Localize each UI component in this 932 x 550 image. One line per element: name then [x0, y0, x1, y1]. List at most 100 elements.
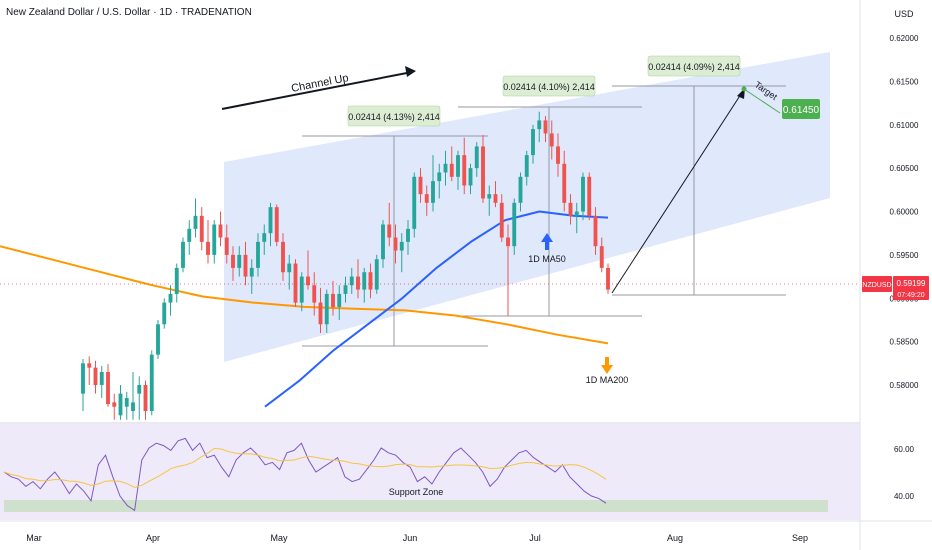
candle-body[interactable] — [93, 367, 98, 385]
candle-body[interactable] — [543, 120, 548, 134]
candle-body[interactable] — [437, 172, 442, 182]
candle-body[interactable] — [256, 241, 260, 268]
measure-box-1[interactable] — [347, 105, 441, 127]
candle-body[interactable] — [193, 215, 198, 229]
candle-body[interactable] — [331, 293, 335, 307]
candle-body[interactable] — [312, 285, 317, 303]
candle-body[interactable] — [199, 215, 204, 242]
support-zone-band — [4, 500, 828, 512]
candle-body[interactable] — [81, 363, 85, 394]
price-ticks: 0.62000 0.61500 0.61000 0.60500 0.60000 0.595… — [890, 34, 919, 390]
candle-body[interactable] — [124, 398, 129, 407]
candle-body[interactable] — [268, 207, 273, 234]
rsi-series[interactable] — [3, 437, 607, 512]
candle-body[interactable] — [443, 163, 448, 173]
candle-body[interactable] — [606, 267, 610, 290]
candle-body[interactable] — [449, 163, 454, 177]
candle-body[interactable] — [212, 224, 217, 255]
candle-body[interactable] — [343, 285, 348, 294]
target-badge[interactable] — [782, 99, 820, 119]
candle-body[interactable] — [99, 371, 104, 385]
candle-body[interactable] — [224, 237, 229, 255]
projection-arrow[interactable] — [611, 90, 744, 294]
candle-body[interactable] — [456, 155, 460, 177]
candle-body[interactable] — [156, 324, 160, 355]
candle-body[interactable] — [368, 272, 373, 290]
candle-body[interactable] — [306, 276, 310, 286]
candle-body[interactable] — [506, 237, 510, 247]
candle-body[interactable] — [556, 146, 560, 164]
candle-body[interactable] — [112, 402, 117, 407]
measure-label-1: 0.02414 (4.13%) 2,414 — [348, 112, 440, 122]
candle-body[interactable] — [181, 241, 185, 268]
candle-body[interactable] — [118, 393, 123, 416]
candle-body[interactable] — [337, 293, 342, 307]
candle-body[interactable] — [562, 163, 567, 203]
last-price-badge[interactable] — [893, 276, 929, 300]
candle-body[interactable] — [174, 267, 179, 294]
ma50-series[interactable] — [264, 210, 609, 408]
candle-body[interactable] — [218, 224, 223, 238]
candle-body[interactable] — [206, 241, 210, 255]
candle-body[interactable] — [393, 237, 398, 251]
measure-box-3[interactable] — [647, 55, 741, 77]
candle-body[interactable] — [493, 194, 498, 203]
candle-body[interactable] — [356, 276, 360, 290]
channel-arrow[interactable] — [221, 71, 413, 110]
candle-body[interactable] — [381, 224, 385, 260]
candle-body[interactable] — [406, 228, 410, 242]
candle-body[interactable] — [468, 168, 473, 186]
candle-body[interactable] — [599, 246, 604, 268]
candle-body[interactable] — [387, 224, 392, 238]
candle-body[interactable] — [149, 354, 154, 412]
candle-body[interactable] — [131, 402, 135, 412]
ma200-series[interactable] — [0, 245, 609, 345]
candle-body[interactable] — [531, 129, 535, 156]
candle-body[interactable] — [237, 254, 242, 268]
candle-body[interactable] — [249, 267, 254, 277]
candle-body[interactable] — [137, 385, 142, 394]
candle-body[interactable] — [287, 263, 292, 273]
candle-body[interactable] — [474, 146, 479, 169]
candle-body[interactable] — [524, 155, 529, 177]
candle-body[interactable] — [162, 302, 167, 325]
candle-body[interactable] — [262, 233, 267, 242]
candle-body[interactable] — [399, 241, 404, 251]
candle-body[interactable] — [281, 241, 285, 273]
candle-body[interactable] — [481, 146, 485, 199]
candle-body[interactable] — [424, 194, 429, 203]
candle-body[interactable] — [462, 155, 467, 186]
candle-body[interactable] — [318, 302, 323, 325]
candle-body[interactable] — [87, 363, 92, 368]
candle-body[interactable] — [324, 293, 329, 325]
candle-body[interactable] — [231, 254, 235, 268]
candle-body[interactable] — [418, 176, 423, 195]
candle-body[interactable] — [143, 385, 148, 412]
candle-body[interactable] — [431, 181, 435, 203]
candle-body[interactable] — [362, 272, 367, 290]
candle-body[interactable] — [299, 276, 304, 303]
candle-body[interactable] — [293, 263, 298, 303]
candle-body[interactable] — [487, 194, 492, 199]
candle-body[interactable] — [537, 120, 542, 130]
measure-box-2[interactable] — [502, 75, 596, 97]
candle-body[interactable] — [243, 254, 248, 277]
candle-body[interactable] — [412, 176, 417, 229]
candle-body[interactable] — [581, 176, 585, 212]
candle-body[interactable] — [106, 371, 110, 405]
candle-body[interactable] — [518, 176, 523, 203]
symbol-badge[interactable] — [862, 276, 892, 292]
candle-body[interactable] — [187, 228, 192, 242]
candle-body[interactable] — [574, 211, 579, 216]
candle-body[interactable] — [274, 207, 279, 242]
candle-body[interactable] — [349, 276, 354, 286]
candle-body[interactable] — [549, 133, 554, 147]
candle-body[interactable] — [168, 293, 173, 303]
candle-body[interactable] — [512, 202, 517, 247]
candle-body[interactable] — [374, 259, 379, 290]
candle-body[interactable] — [587, 176, 592, 216]
candle-body[interactable] — [499, 202, 504, 238]
candle-body[interactable] — [568, 202, 573, 216]
candle-body[interactable] — [593, 215, 598, 247]
